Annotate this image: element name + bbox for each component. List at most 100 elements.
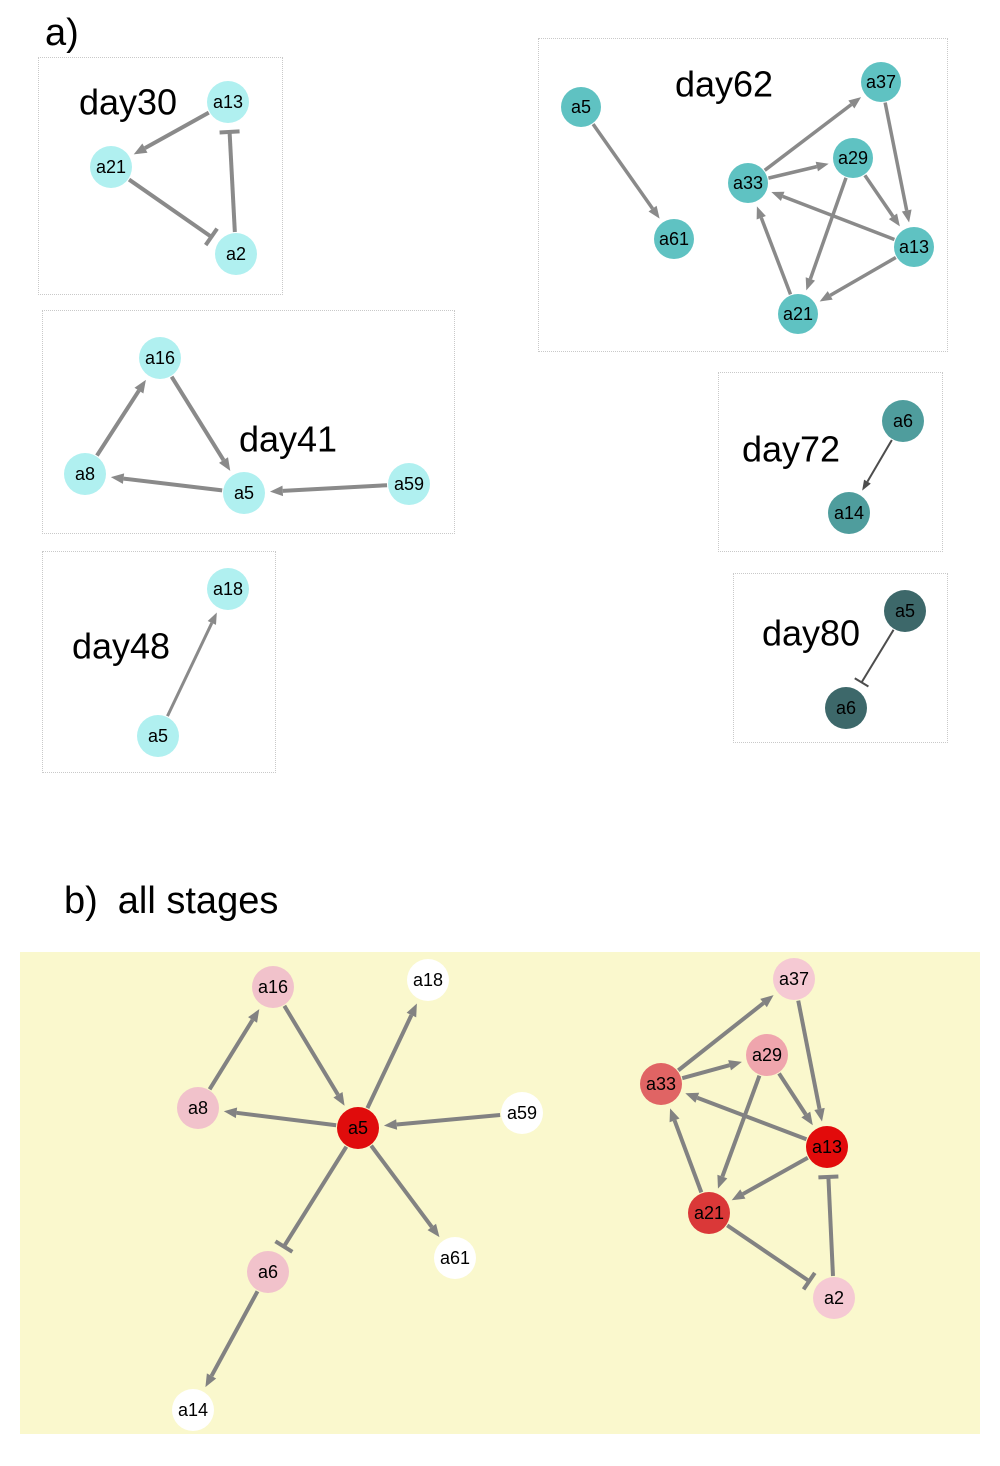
graph-day30: a13 a21 a2 day30 bbox=[79, 81, 257, 275]
edge-a5-a61 bbox=[591, 123, 655, 210]
arrowhead-a5-a61 bbox=[427, 1223, 440, 1238]
node-a33 bbox=[728, 163, 768, 203]
node-a16 bbox=[139, 337, 181, 379]
node-a37 bbox=[773, 958, 815, 1000]
node-label-a29: a29 bbox=[752, 1045, 782, 1065]
edge-a37-a13 bbox=[883, 102, 909, 211]
node-label-a33: a33 bbox=[646, 1074, 676, 1094]
node-a14 bbox=[828, 492, 870, 534]
inhibit-bar-a2-a13 bbox=[219, 129, 240, 135]
node-label-a21: a21 bbox=[783, 304, 813, 324]
edge-inhibit-a2-a13 bbox=[227, 131, 237, 233]
node-label-a6: a6 bbox=[258, 1262, 278, 1282]
node-a18 bbox=[207, 568, 249, 610]
node-a29 bbox=[746, 1034, 788, 1076]
arrowhead-a5-a18 bbox=[406, 1003, 417, 1018]
arrowhead-a6-a14 bbox=[862, 479, 871, 491]
node-a13 bbox=[806, 1126, 848, 1168]
node-a6 bbox=[882, 400, 924, 442]
inhibit-bar-a21-a2 bbox=[204, 227, 219, 247]
node-label-a16: a16 bbox=[145, 348, 175, 368]
edge-a5-a18 bbox=[166, 622, 214, 717]
node-a5 bbox=[561, 87, 601, 127]
node-a61 bbox=[654, 219, 694, 259]
graph-all-stages: a16 a18 a8 a5 a59 a6 a61 a14 a37 a29 a33 a13 a21 a2 bbox=[172, 958, 855, 1431]
node-label-a2: a2 bbox=[226, 244, 246, 264]
node-label-a37: a37 bbox=[866, 72, 896, 92]
panel-day48: a18 a5 day48 bbox=[42, 551, 276, 773]
arrowhead-a29-a21 bbox=[717, 1174, 728, 1189]
arrowhead-a5-a18 bbox=[207, 612, 217, 625]
arrowhead-a5-a8 bbox=[110, 473, 125, 484]
panel-title-day62: day62 bbox=[675, 64, 773, 105]
arrowhead-a29-a13 bbox=[888, 213, 900, 227]
node-label-a5: a5 bbox=[571, 97, 591, 117]
edge-a8-a16 bbox=[207, 1018, 255, 1091]
panel-all-stages: a16 a18 a8 a5 a59 a6 a61 a14 a37 a29 a33 a13 a21 a2 bbox=[20, 952, 980, 1434]
node-label-a5: a5 bbox=[348, 1118, 368, 1138]
node-a16 bbox=[252, 966, 294, 1008]
node-a5 bbox=[223, 472, 265, 514]
arrowhead-a6-a14 bbox=[205, 1373, 217, 1388]
node-label-a13: a13 bbox=[213, 92, 243, 112]
arrowhead-a59-a5 bbox=[383, 1119, 398, 1130]
edge-a5-a8 bbox=[236, 1110, 337, 1128]
node-a5 bbox=[137, 715, 179, 757]
node-a13 bbox=[207, 81, 249, 123]
panel-title-day41: day41 bbox=[239, 419, 337, 460]
node-a21 bbox=[778, 294, 818, 334]
section-a-label: a) bbox=[45, 14, 79, 52]
edge-inhibit-a5-a6 bbox=[860, 629, 895, 683]
panel-day41: a16 a8 a5 a59 day41 bbox=[42, 310, 455, 534]
arrowhead-a13-a33 bbox=[771, 191, 785, 202]
arrowhead-a13-a21 bbox=[731, 1189, 746, 1201]
graph-day41: a16 a8 a5 a59 day41 bbox=[64, 337, 430, 514]
edge-inhibit-a5-a6 bbox=[282, 1145, 349, 1248]
graph-day80: a5 a6 day80 bbox=[762, 590, 926, 729]
edge-a21-a33 bbox=[672, 1119, 704, 1194]
node-a8 bbox=[64, 453, 106, 495]
panel-title-day48: day48 bbox=[72, 626, 170, 667]
edge-a13-a33 bbox=[782, 194, 896, 242]
node-label-a14: a14 bbox=[178, 1400, 208, 1420]
arrowhead-a33-a29 bbox=[728, 1060, 742, 1071]
edge-a13-a21 bbox=[741, 1155, 809, 1196]
arrowhead-a8-a16 bbox=[134, 379, 146, 394]
node-a2 bbox=[813, 1277, 855, 1319]
node-a21 bbox=[90, 146, 132, 188]
node-a18 bbox=[407, 959, 449, 1001]
edge-a33-a37 bbox=[677, 1001, 765, 1072]
inhibit-bar-a5-a6 bbox=[854, 677, 869, 688]
inhibit-bar-a5-a6 bbox=[274, 1239, 294, 1254]
node-label-a37: a37 bbox=[779, 969, 809, 989]
arrowhead-a16-a5 bbox=[333, 1092, 345, 1106]
edge-a29-a21 bbox=[808, 177, 848, 280]
arrowhead-a29-a13 bbox=[801, 1111, 813, 1126]
edge-a13-a21 bbox=[829, 255, 897, 297]
arrowhead-a59-a5 bbox=[269, 485, 284, 497]
node-a14 bbox=[172, 1389, 214, 1431]
section-b-label: b) all stages bbox=[64, 882, 278, 920]
node-label-a13: a13 bbox=[899, 237, 929, 257]
edge-a59-a5 bbox=[282, 483, 388, 493]
graph-day48: a18 a5 day48 bbox=[72, 568, 249, 757]
node-label-a5: a5 bbox=[895, 601, 915, 621]
node-label-a8: a8 bbox=[75, 464, 95, 484]
arrowhead-a13-a21 bbox=[819, 291, 833, 302]
edge-a33-a29 bbox=[768, 164, 818, 180]
arrowhead-a37-a13 bbox=[814, 1107, 825, 1122]
node-label-a5: a5 bbox=[234, 483, 254, 503]
node-label-a21: a21 bbox=[694, 1203, 724, 1223]
node-label-a8: a8 bbox=[188, 1098, 208, 1118]
arrowhead-a21-a33 bbox=[756, 206, 766, 220]
node-label-a61: a61 bbox=[659, 229, 689, 249]
edge-a29-a21 bbox=[720, 1074, 762, 1178]
arrowhead-a29-a21 bbox=[805, 277, 816, 291]
node-label-a16: a16 bbox=[258, 977, 288, 997]
arrowhead-a16-a5 bbox=[219, 457, 231, 471]
node-label-a59: a59 bbox=[507, 1103, 537, 1123]
edge-a33-a29 bbox=[681, 1063, 731, 1081]
arrowhead-a5-a8 bbox=[223, 1107, 238, 1119]
node-label-a6: a6 bbox=[893, 411, 913, 431]
